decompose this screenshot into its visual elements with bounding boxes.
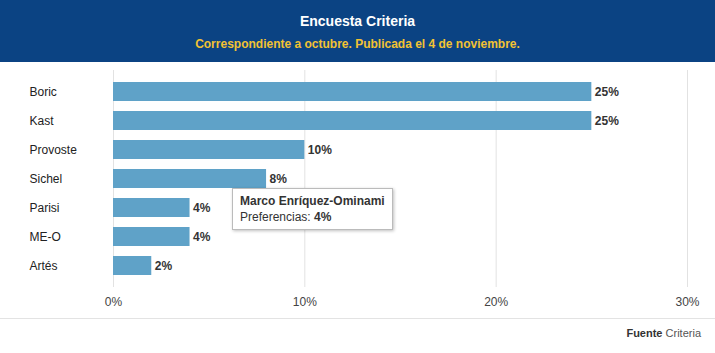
html-text:Encuesta Criteria: Encuesta Criteria bbox=[299, 13, 416, 29]
html-text:Preferencias: 4%: Preferencias: 4% bbox=[240, 210, 332, 224]
svg-text:2%: 2% bbox=[155, 259, 173, 273]
svg-text:8%: 8% bbox=[270, 172, 288, 186]
svg-text:10%: 10% bbox=[308, 143, 332, 157]
svg-text:4%: 4% bbox=[193, 201, 211, 215]
svg-text:Kast: Kast bbox=[30, 114, 55, 128]
html-text:Marco Enríquez-Ominami: Marco Enríquez-Ominami bbox=[240, 194, 385, 208]
svg-text:4%: 4% bbox=[193, 230, 211, 244]
svg-text:25%: 25% bbox=[595, 114, 619, 128]
svg-text:Parisi: Parisi bbox=[30, 201, 60, 215]
svg-text:ME-O: ME-O bbox=[30, 230, 61, 244]
svg-text:0%: 0% bbox=[105, 295, 123, 309]
html-text:Correspondiente a octubre. Pub: Correspondiente a octubre. Publicada el … bbox=[195, 37, 520, 51]
svg-text:Sichel: Sichel bbox=[30, 172, 63, 186]
svg-text:30%: 30% bbox=[675, 295, 699, 309]
html-text:Fuente Criteria: Fuente Criteria bbox=[626, 327, 701, 339]
svg-text:25%: 25% bbox=[595, 85, 619, 99]
svg-text:20%: 20% bbox=[484, 295, 508, 309]
svg-text:10%: 10% bbox=[293, 295, 317, 309]
svg-text:Boric: Boric bbox=[30, 85, 57, 99]
svg-text:Artés: Artés bbox=[30, 259, 58, 273]
svg-text:Provoste: Provoste bbox=[30, 143, 78, 157]
